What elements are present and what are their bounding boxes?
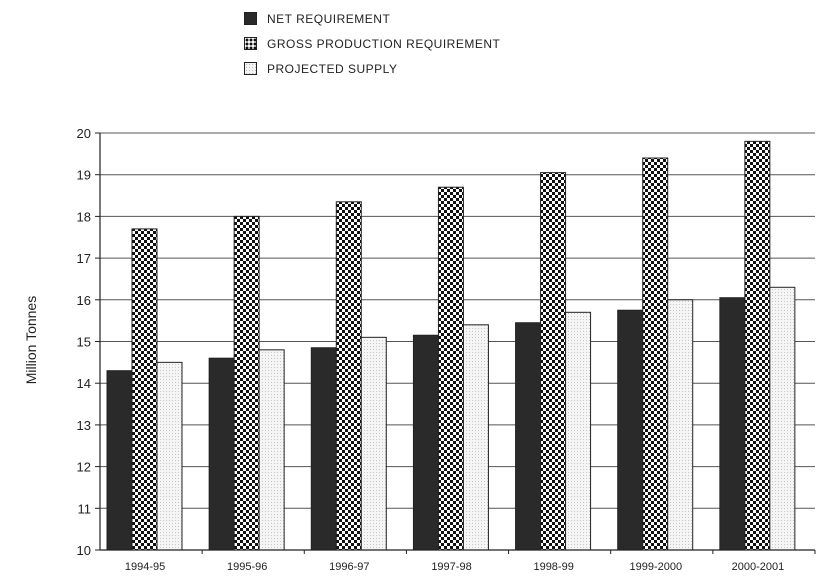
bar-gross-production <box>540 172 567 551</box>
x-tick-label: 1998-99 <box>533 561 573 573</box>
legend-item-net: NET REQUIREMENT <box>244 6 500 31</box>
x-tick-label: 1994-95 <box>125 561 165 573</box>
y-tick-label: 18 <box>77 209 91 224</box>
legend-swatch-net <box>244 12 257 25</box>
bar-gross-production <box>642 157 669 551</box>
y-tick-label: 15 <box>77 335 91 350</box>
x-tick-label: 1996-97 <box>329 561 369 573</box>
legend-label-supply: PROJECTED SUPPLY <box>267 61 398 76</box>
legend-item-supply: PROJECTED SUPPLY <box>244 56 500 81</box>
bar-net-requirement <box>515 322 542 551</box>
x-tick-label: 1999-2000 <box>629 561 682 573</box>
legend-label-gross: GROSS PRODUCTION REQUIREMENT <box>267 36 501 51</box>
bar-gross-production <box>437 186 464 551</box>
bar-net-requirement <box>310 347 337 551</box>
bar-net-requirement <box>412 334 439 551</box>
bar-projected-supply <box>667 299 694 551</box>
bar-net-requirement <box>208 357 235 551</box>
x-tick-label: 1995-96 <box>227 561 267 573</box>
bar-projected-supply <box>360 336 387 551</box>
legend-label-net: NET REQUIREMENT <box>267 11 391 26</box>
bars <box>106 140 796 551</box>
bar-projected-supply <box>565 311 592 551</box>
y-tick-label: 16 <box>77 293 91 308</box>
legend-item-gross: GROSS PRODUCTION REQUIREMENT <box>244 31 500 56</box>
y-tick-label: 13 <box>77 418 91 433</box>
bar-gross-production <box>233 215 260 551</box>
y-tick-label: 11 <box>78 501 92 516</box>
legend-swatch-supply <box>244 62 257 75</box>
y-tick-label: 17 <box>77 251 91 266</box>
y-tick-label: 14 <box>77 376 91 391</box>
bar-projected-supply <box>462 324 489 551</box>
y-tick-label: 10 <box>77 543 91 558</box>
x-tick-label: 1997-98 <box>431 561 471 573</box>
bar-projected-supply <box>258 349 285 551</box>
bar-net-requirement <box>617 309 644 551</box>
bar-projected-supply <box>769 286 796 551</box>
y-tick-label: 20 <box>77 126 91 141</box>
y-axis-label: Million Tonnes <box>23 296 39 384</box>
bar-gross-production <box>335 201 362 551</box>
bar-net-requirement <box>106 370 133 551</box>
axes: 10 11 12 13 14 15 16 17 18 19 20 1994-95 1995-96 1996… <box>77 126 816 573</box>
legend-swatch-gross <box>244 37 257 50</box>
y-tick-label: 12 <box>77 460 91 475</box>
x-tick-label: 2000-2001 <box>732 561 785 573</box>
legend: NET REQUIREMENT GROSS PRODUCTION REQUIRE… <box>244 6 500 81</box>
bar-gross-production <box>744 140 771 551</box>
bar-net-requirement <box>719 297 746 551</box>
bar-projected-supply <box>156 361 183 551</box>
bar-gross-production <box>131 228 158 551</box>
y-tick-label: 19 <box>77 168 91 183</box>
